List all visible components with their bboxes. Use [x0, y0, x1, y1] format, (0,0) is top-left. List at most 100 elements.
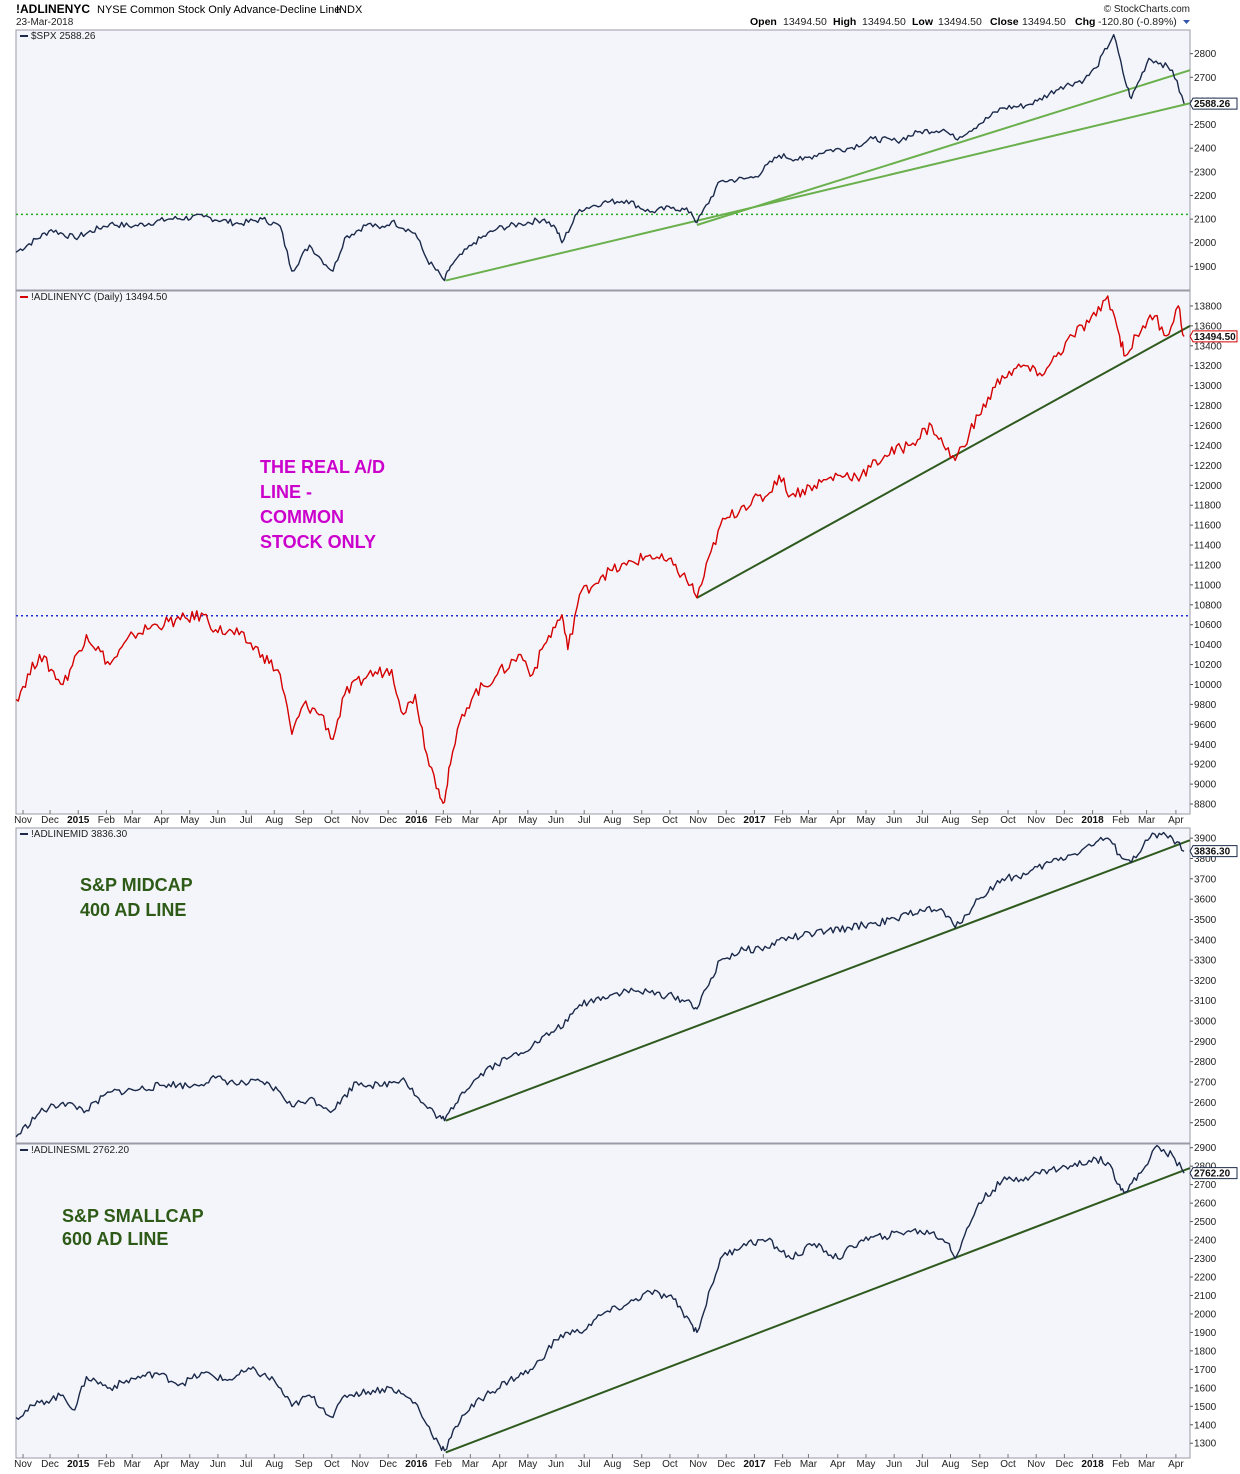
series-line	[15, 1144, 1185, 1452]
x-tick-label: Feb	[435, 815, 453, 826]
chg-label: Chg	[1075, 16, 1095, 28]
series-line	[15, 831, 1185, 1138]
y-tick-label: 11400	[1194, 541, 1222, 552]
x-tick-label: May	[518, 815, 537, 826]
x-tick-label: Sep	[633, 815, 651, 826]
x-tick-label: Sep	[971, 815, 989, 826]
y-tick-label: 2900	[1194, 1143, 1217, 1154]
x-tick-label: May	[857, 815, 876, 826]
annotation-line: 400 AD LINE	[80, 900, 186, 920]
y-tick-label: 8800	[1194, 800, 1217, 811]
y-tick-label: 3500	[1194, 915, 1217, 926]
x-tick-label: Nov	[351, 1459, 369, 1470]
y-tick-label: 2200	[1194, 191, 1217, 202]
y-tick-label: 3800	[1194, 854, 1217, 865]
x-tick-label: May	[180, 1459, 199, 1470]
y-tick-label: 1900	[1194, 1328, 1217, 1339]
last-value-marker: 2762.20	[1189, 1167, 1238, 1180]
last-value-marker: 2588.26	[1189, 97, 1238, 110]
y-tick-label: 1800	[1194, 1346, 1217, 1357]
panel-background	[15, 1143, 1191, 1459]
legend-label: $SPX 2588.26	[31, 31, 96, 42]
y-tick-label: 9000	[1194, 780, 1217, 791]
x-tick-label: 2016	[405, 1459, 428, 1470]
y-tick-label: 2800	[1194, 1057, 1217, 1068]
x-tick-label: Apr	[492, 1459, 508, 1470]
annotation-line: 600 AD LINE	[62, 1229, 168, 1249]
panel-3: 2500 2600 2700 2800 2900 3000 3100 3200 3300 3400…	[15, 827, 1238, 1144]
y-tick-label: 10200	[1194, 660, 1222, 671]
x-tick-label: Nov	[689, 815, 707, 826]
y-tick-label: 2100	[1194, 1291, 1217, 1302]
y-tick-label: 3100	[1194, 996, 1217, 1007]
panel-4: 1300 1400 1500 1600 1700 1800 1900 2000 2100 2200…	[15, 1143, 1238, 1459]
x-tick-label: Jun	[886, 1459, 902, 1470]
annotation-line: THE REAL A/D	[260, 457, 385, 477]
panel-legend: !ADLINESML 2762.20	[20, 1145, 129, 1156]
y-tick-label: 2200	[1194, 1272, 1217, 1283]
y-tick-label: 2800	[1194, 49, 1217, 60]
x-tick-label: Aug	[942, 815, 960, 826]
y-tick-label: 3200	[1194, 976, 1217, 987]
x-tick-label: Jul	[578, 815, 591, 826]
y-tick-label: 1600	[1194, 1383, 1217, 1394]
last-value-label: 3836.30	[1194, 847, 1231, 858]
y-tick-label: 12200	[1194, 461, 1222, 472]
trendline	[696, 69, 1191, 226]
last-value-marker: 3836.30	[1189, 845, 1238, 858]
y-tick-label: 2600	[1194, 1098, 1217, 1109]
x-tick-label: 2015	[67, 815, 90, 826]
legend-label: !ADLINEMID 3836.30	[31, 829, 128, 840]
series-line	[15, 295, 1185, 804]
y-tick-label: 11600	[1194, 521, 1222, 532]
header-description: NYSE Common Stock Only Advance-Decline L…	[97, 4, 340, 16]
y-tick-label: 12400	[1194, 441, 1222, 452]
y-tick-label: 1900	[1194, 262, 1217, 273]
x-tick-label: Nov	[689, 1459, 707, 1470]
x-tick-label: Apr	[492, 815, 508, 826]
y-tick-label: 1300	[1194, 1439, 1217, 1450]
y-tick-label: 10400	[1194, 640, 1222, 651]
close-label: Close	[990, 16, 1019, 28]
x-tick-label: May	[518, 1459, 537, 1470]
y-tick-label: 12600	[1194, 421, 1222, 432]
x-tick-label: Dec	[1055, 815, 1073, 826]
y-tick-label: 10800	[1194, 600, 1222, 611]
x-axis-middle: Nov Dec 2015 Feb Mar Apr May Jun Jul Aug Sep Oct Nov…	[14, 810, 1184, 826]
trendline	[696, 324, 1191, 599]
y-axis: 8800 9000 9200 9400 9600 9800 10000 10200 10400 1…	[1190, 301, 1222, 811]
last-value-label: 13494.50	[1194, 332, 1236, 343]
trendline	[445, 839, 1191, 1122]
x-tick-label: 2017	[743, 815, 766, 826]
last-value-marker: 13494.50	[1189, 330, 1238, 343]
y-tick-label: 2400	[1194, 144, 1217, 155]
panel-legend: $SPX 2588.26	[20, 31, 96, 42]
y-tick-label: 2600	[1194, 1199, 1217, 1210]
y-tick-label: 11800	[1194, 501, 1222, 512]
y-tick-label: 13800	[1194, 301, 1222, 312]
x-tick-label: Mar	[124, 815, 142, 826]
panel-annotation: THE REAL A/D LINE - COMMON STOCK ONLY	[260, 457, 385, 552]
header-symbol: !ADLINENYC	[16, 2, 90, 16]
y-tick-label: 9400	[1194, 740, 1217, 751]
x-tick-label: Oct	[1000, 1459, 1016, 1470]
dropdown-arrow-icon[interactable]	[1183, 20, 1190, 24]
y-tick-label: 2000	[1194, 238, 1217, 249]
x-tick-label: Aug	[603, 1459, 621, 1470]
x-tick-label: Feb	[1112, 815, 1130, 826]
trendline	[445, 102, 1191, 282]
panel-background	[15, 29, 1191, 291]
y-tick-label: 12800	[1194, 401, 1222, 412]
x-tick-label: Mar	[800, 815, 818, 826]
y-tick-label: 2700	[1194, 1180, 1217, 1191]
x-tick-label: Jun	[210, 1459, 226, 1470]
x-tick-label: Aug	[942, 1459, 960, 1470]
x-tick-label: Jun	[548, 1459, 564, 1470]
panel-1: 1900200021002200230024002500260027002800…	[15, 29, 1238, 291]
x-tick-label: Feb	[774, 1459, 792, 1470]
y-tick-label: 9200	[1194, 760, 1217, 771]
y-tick-label: 2300	[1194, 167, 1217, 178]
y-tick-label: 3600	[1194, 895, 1217, 906]
chart-panels: 1900 2000 2100 2200 2300 2400 2500 2600 2700 2800…	[15, 29, 1238, 1459]
